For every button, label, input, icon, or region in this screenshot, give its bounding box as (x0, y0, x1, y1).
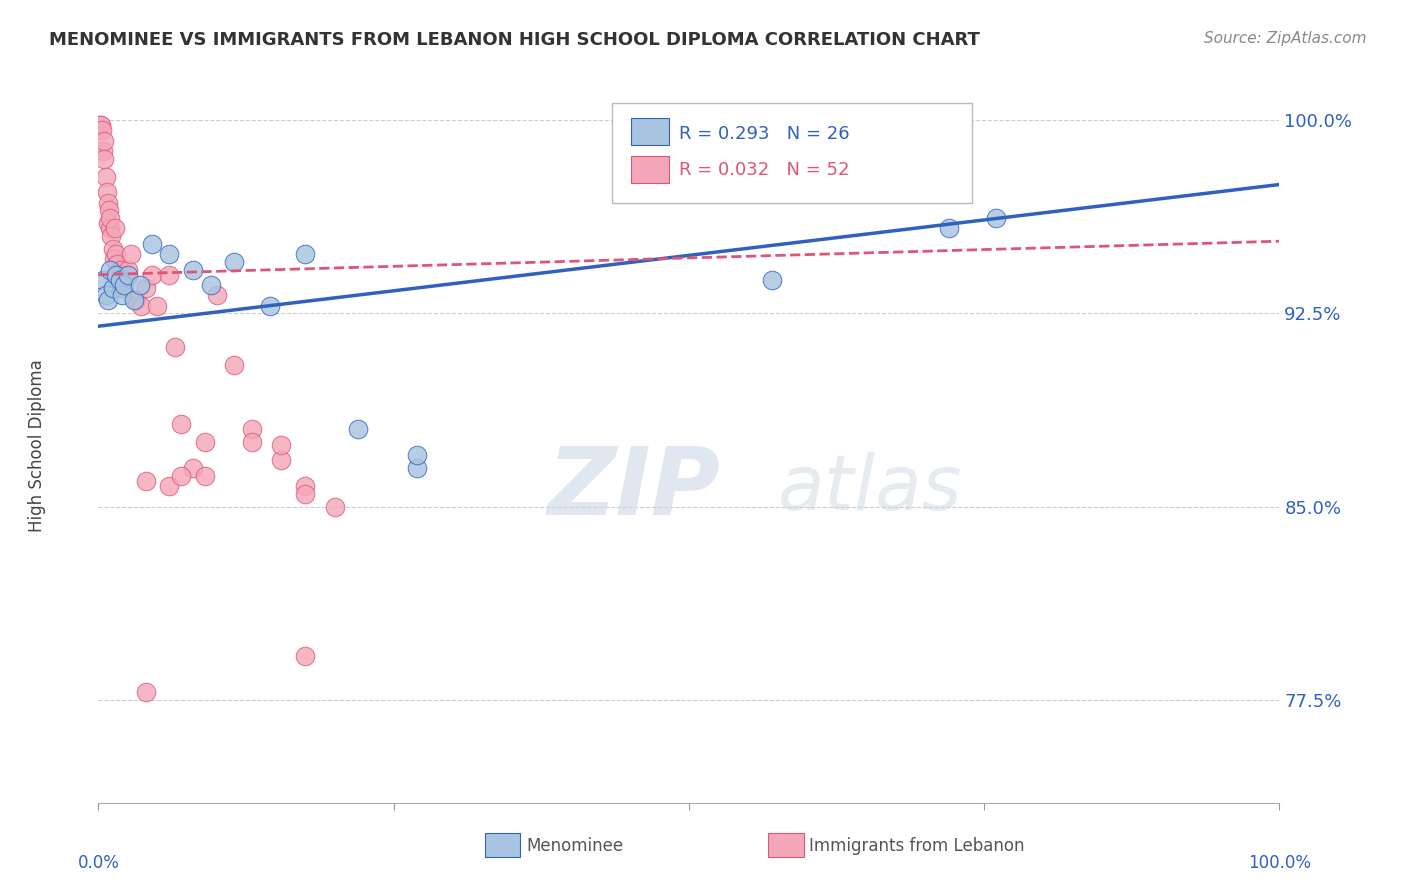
Point (97, 195, 120, 210)
Point (135, 280, 157, 294)
Point (270, 438, 292, 452)
Point (91, 123, 114, 137)
Point (105, 268, 128, 282)
Point (128, 277, 150, 292)
Point (89, 118, 111, 132)
Point (111, 288, 134, 302)
Point (761, 273, 783, 287)
Point (224, 358, 246, 372)
Point (97, 216, 120, 230)
Point (194, 468, 217, 483)
Point (112, 277, 135, 292)
Point (98, 211, 121, 225)
Point (146, 299, 169, 313)
Point (157, 479, 180, 493)
Point (93, 134, 115, 148)
Point (165, 340, 187, 354)
Point (97, 293, 120, 308)
Point (110, 280, 132, 294)
Point (181, 262, 204, 277)
Point (323, 500, 346, 514)
Point (294, 247, 316, 261)
Point (107, 273, 129, 287)
Point (121, 247, 143, 261)
Text: 0.0%: 0.0% (77, 855, 120, 872)
Point (347, 422, 370, 436)
Text: Menominee: Menominee (526, 837, 623, 855)
Point (938, 221, 960, 235)
Point (170, 468, 193, 483)
Text: R = 0.293   N = 26: R = 0.293 N = 26 (679, 125, 851, 143)
Point (122, 293, 145, 308)
Point (105, 268, 128, 282)
Text: MENOMINEE VS IMMIGRANTS FROM LEBANON HIGH SCHOOL DIPLOMA CORRELATION CHART: MENOMINEE VS IMMIGRANTS FROM LEBANON HIG… (49, 31, 980, 49)
Point (93, 152, 115, 166)
Point (294, 486, 316, 500)
Point (94, 288, 117, 302)
Point (984, 211, 1007, 225)
Point (105, 247, 128, 261)
Point (157, 247, 180, 261)
Text: 100.0%: 100.0% (1249, 855, 1310, 872)
Text: atlas: atlas (778, 452, 962, 525)
Point (141, 268, 163, 282)
Point (98, 262, 121, 277)
Point (100, 229, 122, 244)
FancyBboxPatch shape (631, 119, 669, 145)
Point (105, 257, 128, 271)
Point (91, 144, 114, 158)
Point (224, 255, 246, 269)
Point (294, 648, 316, 663)
Point (96, 186, 118, 200)
FancyBboxPatch shape (631, 156, 669, 183)
Point (101, 280, 124, 294)
FancyBboxPatch shape (612, 103, 973, 203)
Point (112, 268, 135, 282)
Point (98, 203, 121, 218)
Point (240, 422, 263, 436)
Point (108, 262, 131, 277)
Point (90, 118, 112, 132)
Point (205, 288, 228, 302)
Point (259, 299, 281, 313)
Text: Immigrants from Lebanon: Immigrants from Lebanon (810, 837, 1025, 855)
Point (125, 293, 148, 308)
Point (135, 685, 157, 699)
Point (117, 268, 139, 282)
Point (135, 474, 157, 488)
Point (91, 273, 114, 287)
Point (194, 435, 217, 450)
Text: High School Diploma: High School Diploma (28, 359, 46, 533)
Point (129, 299, 152, 313)
Point (294, 479, 316, 493)
Point (94, 169, 117, 184)
Point (170, 417, 193, 431)
Point (240, 435, 263, 450)
Point (181, 461, 204, 475)
Point (141, 236, 163, 251)
FancyBboxPatch shape (485, 833, 520, 857)
Text: ZIP: ZIP (547, 442, 720, 535)
Text: Source: ZipAtlas.com: Source: ZipAtlas.com (1204, 31, 1367, 46)
Point (406, 461, 429, 475)
Point (406, 448, 429, 462)
Point (200, 277, 222, 292)
Point (108, 273, 131, 287)
Point (678, 118, 700, 132)
Point (157, 268, 180, 282)
Point (103, 252, 125, 267)
Point (98, 221, 121, 235)
FancyBboxPatch shape (768, 833, 803, 857)
Text: R = 0.032   N = 52: R = 0.032 N = 52 (679, 161, 851, 178)
Point (104, 221, 127, 235)
Point (101, 242, 124, 256)
Point (117, 262, 139, 277)
Point (111, 276, 134, 290)
Point (270, 453, 292, 467)
